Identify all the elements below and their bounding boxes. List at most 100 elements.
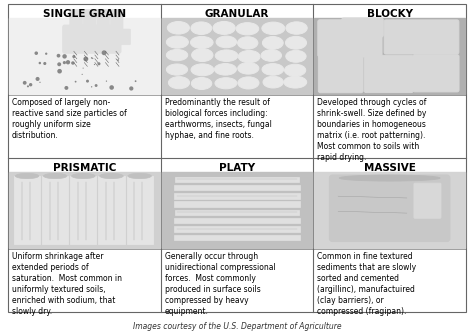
Bar: [9, 172, 160, 247]
Ellipse shape: [167, 21, 190, 34]
FancyBboxPatch shape: [319, 55, 363, 93]
Ellipse shape: [215, 78, 237, 89]
Circle shape: [82, 74, 83, 75]
Bar: [174, 177, 300, 182]
Bar: [174, 235, 300, 240]
Ellipse shape: [215, 50, 238, 61]
Bar: [174, 185, 300, 190]
Ellipse shape: [236, 23, 259, 35]
Circle shape: [95, 84, 98, 87]
Bar: [174, 218, 300, 223]
Ellipse shape: [262, 22, 285, 35]
FancyBboxPatch shape: [115, 29, 130, 45]
Circle shape: [27, 85, 29, 88]
Ellipse shape: [191, 48, 213, 61]
Ellipse shape: [284, 64, 306, 76]
Text: SINGLE GRAIN: SINGLE GRAIN: [43, 9, 126, 19]
FancyBboxPatch shape: [342, 18, 383, 37]
Circle shape: [38, 62, 41, 64]
Ellipse shape: [238, 50, 260, 63]
Circle shape: [97, 62, 100, 65]
Bar: [175, 210, 299, 215]
Ellipse shape: [285, 36, 307, 49]
Ellipse shape: [100, 173, 123, 179]
Text: PLATY: PLATY: [219, 163, 255, 173]
Ellipse shape: [166, 64, 188, 75]
Circle shape: [92, 58, 93, 59]
Text: BLOCKY: BLOCKY: [367, 9, 413, 19]
Circle shape: [86, 79, 89, 82]
FancyBboxPatch shape: [70, 9, 82, 30]
Bar: [99, 176, 125, 243]
Circle shape: [117, 59, 119, 61]
Circle shape: [29, 83, 32, 87]
Ellipse shape: [213, 21, 235, 34]
Ellipse shape: [286, 22, 307, 34]
Bar: [314, 172, 465, 247]
Circle shape: [73, 55, 75, 58]
Ellipse shape: [339, 175, 440, 181]
Circle shape: [45, 52, 47, 55]
FancyBboxPatch shape: [97, 9, 109, 30]
Ellipse shape: [191, 64, 214, 76]
Circle shape: [57, 62, 61, 66]
Circle shape: [135, 80, 137, 82]
Circle shape: [57, 69, 62, 73]
Ellipse shape: [237, 37, 258, 49]
FancyBboxPatch shape: [414, 183, 441, 218]
Text: PRISMATIC: PRISMATIC: [53, 163, 116, 173]
Ellipse shape: [128, 173, 151, 179]
Text: Generally occur through
unidirectional compressional
forces.  Most commonly
prod: Generally occur through unidirectional c…: [164, 252, 275, 316]
Ellipse shape: [191, 22, 212, 34]
Circle shape: [63, 54, 67, 58]
Text: Composed of largely non-
reactive sand size particles of
roughly uniform size
di: Composed of largely non- reactive sand s…: [12, 98, 127, 140]
FancyBboxPatch shape: [63, 25, 121, 53]
Bar: [9, 18, 160, 94]
FancyBboxPatch shape: [384, 20, 459, 54]
FancyBboxPatch shape: [413, 55, 459, 92]
Bar: [174, 226, 300, 232]
Ellipse shape: [238, 77, 259, 89]
Bar: [42, 176, 68, 243]
Ellipse shape: [191, 36, 213, 48]
Text: GRANULAR: GRANULAR: [205, 9, 269, 19]
Ellipse shape: [238, 62, 259, 74]
Ellipse shape: [44, 173, 67, 179]
Ellipse shape: [261, 50, 282, 61]
Circle shape: [35, 51, 38, 55]
Circle shape: [82, 67, 84, 69]
Ellipse shape: [216, 36, 237, 48]
Ellipse shape: [166, 36, 188, 48]
Circle shape: [91, 86, 92, 88]
Bar: [162, 172, 312, 247]
Circle shape: [106, 80, 107, 82]
Text: Common in fine textured
sediments that are slowly
sorted and cemented
(argillinc: Common in fine textured sediments that a…: [317, 252, 417, 316]
Bar: [174, 201, 300, 207]
FancyBboxPatch shape: [318, 20, 382, 57]
Circle shape: [71, 61, 74, 65]
Circle shape: [75, 81, 76, 82]
Text: Images courtesy of the U.S. Department of Agriculture: Images courtesy of the U.S. Department o…: [133, 322, 341, 331]
Text: MASSIVE: MASSIVE: [364, 163, 416, 173]
Ellipse shape: [72, 173, 95, 179]
FancyBboxPatch shape: [110, 9, 123, 30]
Ellipse shape: [166, 49, 188, 61]
Bar: [127, 176, 153, 243]
Ellipse shape: [284, 76, 307, 88]
Circle shape: [109, 85, 114, 90]
Circle shape: [39, 81, 41, 83]
Ellipse shape: [262, 63, 283, 75]
Circle shape: [23, 81, 27, 85]
Circle shape: [43, 62, 46, 65]
Circle shape: [36, 77, 40, 81]
Bar: [314, 18, 465, 94]
FancyBboxPatch shape: [329, 175, 450, 241]
Ellipse shape: [263, 36, 283, 49]
Ellipse shape: [191, 77, 212, 90]
Ellipse shape: [168, 76, 190, 89]
Circle shape: [94, 64, 95, 65]
Ellipse shape: [214, 63, 237, 75]
Bar: [14, 176, 40, 243]
Circle shape: [91, 57, 92, 59]
Circle shape: [63, 61, 66, 64]
